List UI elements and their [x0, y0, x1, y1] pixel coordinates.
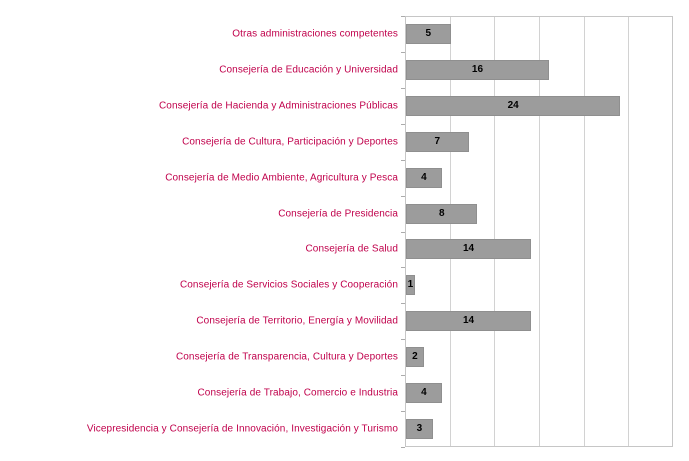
- category-label: Otras administraciones competentes: [232, 28, 398, 40]
- bar-value-label: 14: [462, 243, 475, 255]
- axis-tick: [401, 124, 405, 125]
- chart-row: Consejería de Trabajo, Comercio e Indust…: [0, 375, 689, 411]
- category-label: Consejería de Hacienda y Administracione…: [158, 100, 398, 112]
- axis-tick: [401, 339, 405, 340]
- gridline-x-15: [539, 17, 540, 446]
- bar: 1: [406, 275, 415, 296]
- axis-tick: [401, 52, 405, 53]
- category-label: Consejería de Cultura, Participación y D…: [182, 136, 398, 148]
- category-label: Consejería de Servicios Sociales y Coope…: [179, 279, 398, 291]
- bar: 7: [406, 131, 469, 152]
- axis-tick: [401, 160, 405, 161]
- axis-tick: [401, 303, 405, 304]
- bar: 8: [406, 203, 478, 224]
- bar-value-label: 5: [425, 27, 432, 39]
- axis-tick: [401, 16, 405, 17]
- chart-row: Consejería de Presidencia 8: [0, 196, 689, 232]
- bar-value-label: 8: [438, 207, 445, 219]
- axis-tick: [401, 232, 405, 233]
- bar-value-label: 4: [421, 171, 427, 183]
- bar-value-label: 4: [421, 387, 427, 399]
- chart-row: Otras administraciones competentes 5: [0, 16, 689, 52]
- axis-tick: [401, 375, 405, 376]
- bar: 14: [406, 239, 532, 260]
- chart-row: Consejería de Territorio, Energía y Movi…: [0, 303, 689, 339]
- axis-tick: [401, 447, 405, 448]
- bar-value-label: 1: [407, 279, 414, 291]
- axis-tick: [401, 88, 405, 89]
- bar-value-label: 3: [416, 423, 423, 435]
- category-label: Consejería de Medio Ambiente, Agricultur…: [165, 172, 398, 184]
- chart-row: Consejería de Transparencia, Cultura y D…: [0, 339, 689, 375]
- axis-tick: [401, 196, 405, 197]
- chart-row: Vicepresidencia y Consejería de Innovaci…: [0, 411, 689, 447]
- chart-row: Consejería de Medio Ambiente, Agricultur…: [0, 160, 689, 196]
- category-label: Consejería de Salud: [305, 243, 398, 255]
- chart-row: Consejería de Cultura, Participación y D…: [0, 124, 689, 160]
- axis-tick: [401, 267, 405, 268]
- bar-value-label: 2: [412, 351, 418, 363]
- gridline-x-20: [583, 17, 585, 446]
- bar-value-label: 24: [507, 99, 519, 111]
- gridline-x-5: [449, 17, 451, 446]
- category-label: Consejería de Presidencia: [278, 208, 398, 220]
- bar: 4: [406, 383, 442, 404]
- category-label: Consejería de Territorio, Energía y Movi…: [196, 315, 398, 327]
- chart-row: Consejería de Servicios Sociales y Coope…: [0, 267, 689, 303]
- bar: 2: [406, 347, 424, 368]
- gridline-x-25: [628, 17, 630, 446]
- chart-row: Consejería de Educación y Universidad 16: [0, 52, 689, 88]
- plot-area: [405, 16, 673, 447]
- bar: 5: [406, 23, 451, 44]
- bar: 4: [406, 167, 442, 188]
- chart-row: Consejería de Hacienda y Administracione…: [0, 88, 689, 124]
- bar: 3: [406, 419, 433, 440]
- bar-value-label: 7: [434, 135, 441, 147]
- category-label: Consejería de Trabajo, Comercio e Indust…: [197, 387, 398, 399]
- gridline-x-10: [494, 17, 496, 446]
- category-label: Consejería de Educación y Universidad: [219, 64, 398, 76]
- bar: 14: [406, 311, 532, 332]
- bar-value-label: 14: [462, 315, 475, 327]
- bar-value-label: 16: [471, 63, 484, 75]
- axis-tick: [401, 411, 405, 412]
- bar: 24: [406, 95, 621, 116]
- category-label: Vicepresidencia y Consejería de Innovaci…: [86, 423, 398, 435]
- category-label: Consejería de Transparencia, Cultura y D…: [175, 351, 398, 363]
- bar: 16: [406, 59, 549, 80]
- chart-row: Consejería de Salud 14: [0, 232, 689, 268]
